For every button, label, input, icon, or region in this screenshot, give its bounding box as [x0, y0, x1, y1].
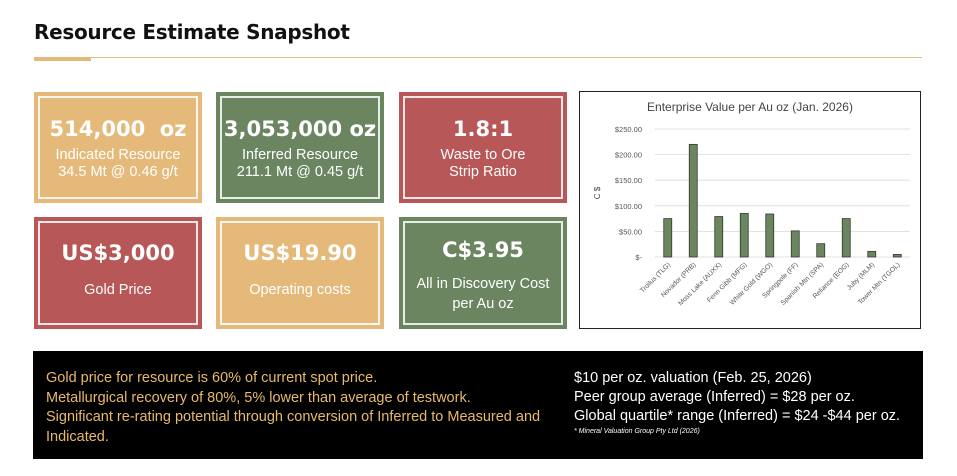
gold-price-label: Gold Price — [84, 282, 152, 298]
indicated-resource-grade: 34.5 Mt @ 0.46 g/t — [58, 164, 178, 180]
chart-x-tick-labels: Troilus (TLG)Novador (PRB)Moss Lake (AUX… — [639, 261, 902, 307]
gold-price-tile: US$3,000 Gold Price — [34, 217, 202, 329]
ev-per-oz-chart: Enterprise Value per Au oz (Jan. 2026) C… — [579, 91, 921, 329]
operating-costs-value: US$19.90 — [243, 241, 357, 265]
chart-bar — [688, 143, 698, 258]
note-valuation: $10 per oz. valuation (Feb. 25, 2026) — [574, 370, 812, 386]
chart-bar — [816, 243, 826, 258]
gold-price-value: US$3,000 — [61, 241, 175, 265]
inferred-resource-label: Inferred Resource — [241, 147, 359, 163]
notes-panel: Gold price for resource is 60% of curren… — [33, 351, 923, 459]
note-footnote: * Mineral Valuation Group Pty Ltd (2026) — [574, 428, 700, 435]
assumptions-notes: Gold price for resource is 60% of curren… — [46, 369, 566, 447]
chart-bar — [892, 254, 902, 258]
valuation-notes: $10 per oz. valuation (Feb. 25, 2026) Pe… — [574, 369, 919, 436]
note-gold-price: Gold price for resource is 60% of curren… — [46, 370, 378, 386]
chart-y-tick-label: $150.00 — [615, 176, 642, 185]
chart-y-tick-label: $100.00 — [615, 202, 642, 211]
chart-y-axis-label: C $ — [593, 186, 602, 199]
indicated-resource-label: Indicated Resource — [55, 147, 181, 163]
chart-y-tick-label: $200.00 — [615, 151, 642, 160]
chart-title: Enterprise Value per Au oz (Jan. 2026) — [647, 100, 853, 114]
note-recovery: Metallurgical recovery of 80%, 5% lower … — [46, 389, 471, 406]
indicated-resource-tile: 514,000 oz Indicated Resource 34.5 Mt @ … — [34, 92, 202, 203]
inferred-resource-value: 3,053,000 oz — [223, 117, 377, 141]
strip-ratio-value: 1.8:1 — [452, 117, 514, 141]
title-divider — [34, 57, 922, 58]
discovery-cost-label-1: All in Discovery Cost — [416, 276, 550, 292]
chart-x-tick-label: Moss Lake (AUXX) — [677, 261, 723, 307]
chart-bar — [765, 213, 775, 258]
strip-ratio-tile: 1.8:1 Waste to Ore Strip Ratio — [399, 92, 567, 203]
title-accent-bar — [34, 57, 91, 61]
discovery-cost-value: C$3.95 — [442, 238, 524, 262]
discovery-cost-label-2: per Au oz — [452, 296, 514, 312]
inferred-resource-grade: 211.1 Mt @ 0.45 g/t — [236, 164, 364, 180]
chart-bar — [714, 216, 724, 258]
strip-ratio-label-2: Strip Ratio — [449, 164, 517, 180]
chart-bars — [663, 143, 902, 258]
chart-y-tick-label: $250.00 — [615, 125, 642, 134]
chart-bar — [790, 230, 800, 258]
chart-y-tick-label: $50.00 — [619, 227, 642, 236]
discovery-cost-tile: C$3.95 All in Discovery Cost per Au oz — [399, 217, 567, 329]
operating-costs-label: Operating costs — [249, 282, 351, 298]
page-title: Resource Estimate Snapshot — [34, 20, 350, 44]
indicated-resource-value: 514,000 oz — [49, 117, 187, 141]
chart-y-tick-labels: $250.00 $200.00 $150.00 $100.00 $50.00 $- — [615, 125, 643, 262]
chart-bar — [841, 218, 851, 258]
note-quartile-range: Global quartile* range (Inferred) = $24 … — [574, 408, 901, 424]
chart-bar — [867, 250, 877, 258]
inferred-resource-tile: 3,053,000 oz Inferred Resource 211.1 Mt … — [216, 92, 384, 203]
note-peer-average: Peer group average (Inferred) = $28 per … — [574, 389, 855, 405]
ev-per-oz-chart-svg: Enterprise Value per Au oz (Jan. 2026) C… — [593, 100, 910, 307]
note-rerating: Significant re-rating potential through … — [46, 409, 541, 445]
operating-costs-tile: US$19.90 Operating costs — [216, 217, 384, 329]
chart-y-tick-label: $- — [635, 253, 642, 262]
chart-bar — [663, 218, 673, 258]
strip-ratio-label-1: Waste to Ore — [440, 147, 526, 163]
chart-bar — [739, 213, 749, 258]
